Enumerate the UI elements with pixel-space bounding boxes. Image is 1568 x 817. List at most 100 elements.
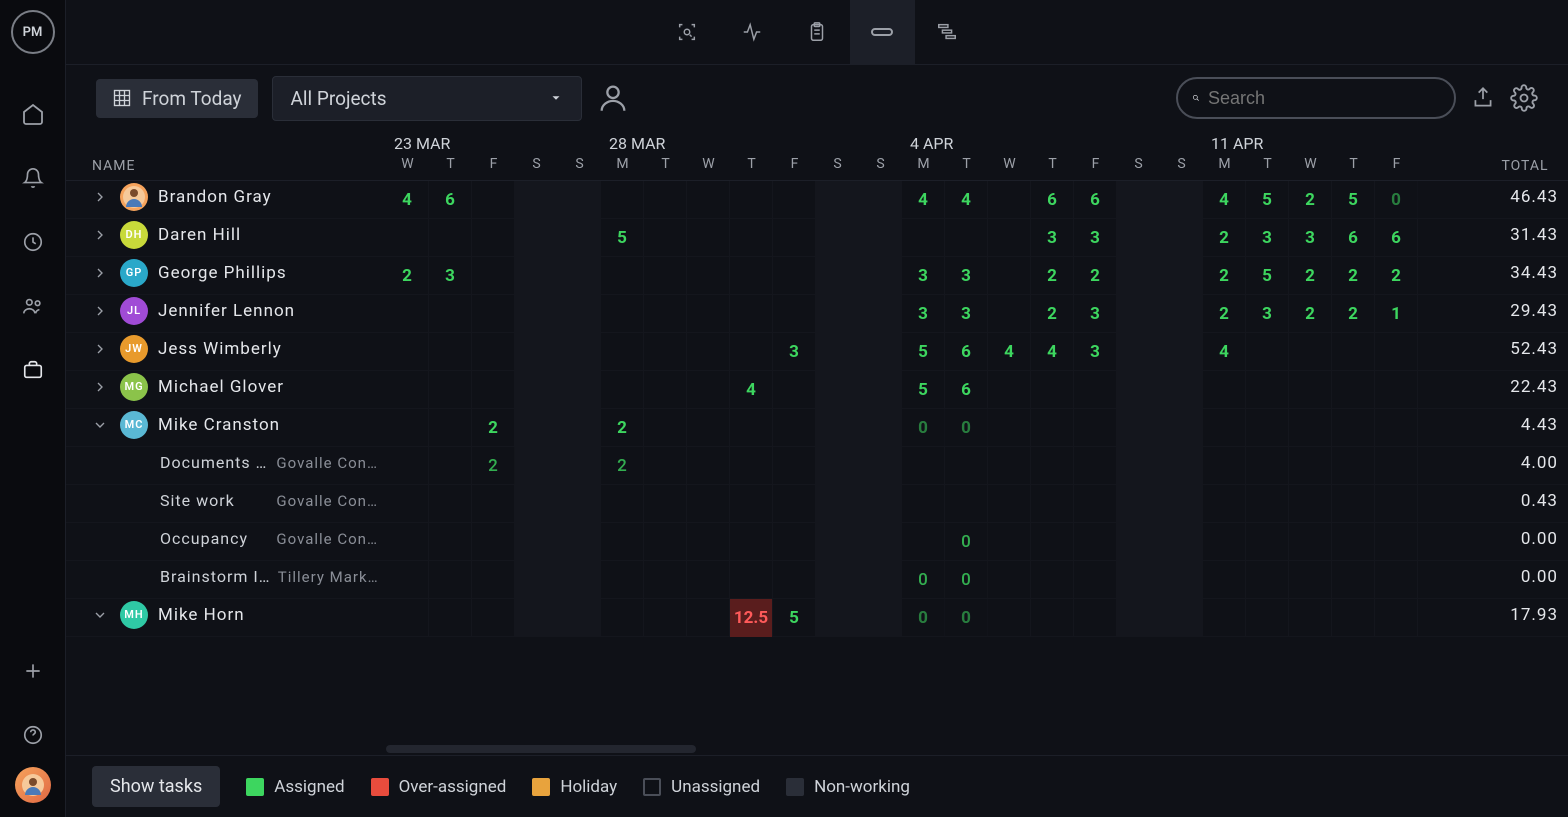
grid-cell[interactable] bbox=[386, 219, 429, 257]
grid-cell[interactable]: 6 bbox=[429, 181, 472, 219]
grid-cell[interactable] bbox=[1074, 561, 1117, 599]
person-row[interactable]: JWJess Wimberly356443452.43 bbox=[66, 333, 1568, 371]
grid-cell[interactable]: 5 bbox=[902, 371, 945, 409]
grid-cell[interactable] bbox=[730, 561, 773, 599]
grid-cell[interactable]: 4 bbox=[1031, 333, 1074, 371]
grid-cell[interactable] bbox=[472, 257, 515, 295]
grid-cell[interactable] bbox=[515, 371, 558, 409]
grid-cell[interactable] bbox=[472, 561, 515, 599]
grid-cell[interactable]: 5 bbox=[773, 599, 816, 637]
grid-cell[interactable]: 2 bbox=[472, 447, 515, 485]
grid-cell[interactable] bbox=[902, 523, 945, 561]
grid-cell[interactable]: 2 bbox=[1203, 219, 1246, 257]
grid-cell[interactable] bbox=[1203, 409, 1246, 447]
grid-cell[interactable] bbox=[1074, 447, 1117, 485]
grid-cell[interactable]: 5 bbox=[1246, 257, 1289, 295]
grid-cell[interactable] bbox=[601, 561, 644, 599]
grid-cell[interactable]: 0 bbox=[1375, 181, 1418, 219]
grid-cell[interactable] bbox=[730, 219, 773, 257]
grid-cell[interactable] bbox=[558, 257, 601, 295]
grid-cell[interactable] bbox=[859, 523, 902, 561]
grid-cell[interactable] bbox=[1160, 295, 1203, 333]
logo[interactable]: PM bbox=[11, 10, 55, 54]
horizontal-scrollbar[interactable] bbox=[386, 745, 1568, 755]
grid-cell[interactable]: 2 bbox=[472, 409, 515, 447]
grid-cell[interactable] bbox=[601, 371, 644, 409]
grid-cell[interactable]: 2 bbox=[386, 257, 429, 295]
grid-cell[interactable] bbox=[515, 599, 558, 637]
grid-cell[interactable] bbox=[1160, 447, 1203, 485]
grid-cell[interactable] bbox=[773, 181, 816, 219]
grid-cell[interactable] bbox=[1332, 371, 1375, 409]
grid-cell[interactable] bbox=[1289, 523, 1332, 561]
grid-cell[interactable] bbox=[601, 333, 644, 371]
grid-cell[interactable] bbox=[1332, 409, 1375, 447]
grid-cell[interactable] bbox=[816, 523, 859, 561]
task-row[interactable]: Brainstorm I…Tillery Mark…000.00 bbox=[66, 561, 1568, 599]
grid-cell[interactable] bbox=[1160, 485, 1203, 523]
grid-cell[interactable]: 2 bbox=[1031, 257, 1074, 295]
grid-cell[interactable] bbox=[1203, 561, 1246, 599]
grid-cell[interactable]: 4 bbox=[730, 371, 773, 409]
grid-cell[interactable] bbox=[1117, 561, 1160, 599]
grid-cell[interactable] bbox=[1117, 523, 1160, 561]
grid-cell[interactable] bbox=[1074, 485, 1117, 523]
grid-cell[interactable] bbox=[1160, 333, 1203, 371]
grid-cell[interactable] bbox=[429, 219, 472, 257]
show-tasks-button[interactable]: Show tasks bbox=[92, 766, 220, 807]
grid-cell[interactable] bbox=[1289, 333, 1332, 371]
grid-cell[interactable] bbox=[1160, 371, 1203, 409]
grid-cell[interactable] bbox=[816, 295, 859, 333]
grid-cell[interactable]: 6 bbox=[1332, 219, 1375, 257]
grid-cell[interactable] bbox=[429, 599, 472, 637]
grid-cell[interactable] bbox=[730, 181, 773, 219]
grid-cell[interactable] bbox=[386, 295, 429, 333]
grid-cell[interactable] bbox=[773, 371, 816, 409]
task-row[interactable]: Site workGovalle Con…0.43 bbox=[66, 485, 1568, 523]
grid-cell[interactable] bbox=[1246, 371, 1289, 409]
grid-cell[interactable]: 2 bbox=[1332, 295, 1375, 333]
grid-cell[interactable] bbox=[988, 447, 1031, 485]
grid-cell[interactable] bbox=[1203, 371, 1246, 409]
nav-add[interactable] bbox=[13, 651, 53, 691]
grid-cell[interactable] bbox=[601, 181, 644, 219]
grid-cell[interactable]: 3 bbox=[1246, 295, 1289, 333]
grid-cell[interactable] bbox=[386, 599, 429, 637]
person-row[interactable]: JLJennifer Lennon33232322129.43 bbox=[66, 295, 1568, 333]
grid-cell[interactable] bbox=[1375, 523, 1418, 561]
grid-cell[interactable] bbox=[515, 257, 558, 295]
grid-cell[interactable] bbox=[558, 219, 601, 257]
grid-cell[interactable]: 6 bbox=[945, 333, 988, 371]
grid-cell[interactable] bbox=[472, 295, 515, 333]
grid-cell[interactable] bbox=[472, 371, 515, 409]
grid-cell[interactable] bbox=[1031, 371, 1074, 409]
grid-cell[interactable] bbox=[945, 485, 988, 523]
grid-cell[interactable]: 2 bbox=[601, 409, 644, 447]
grid-cell[interactable]: 3 bbox=[902, 295, 945, 333]
grid-cell[interactable] bbox=[1203, 485, 1246, 523]
nav-people[interactable] bbox=[13, 286, 53, 326]
grid-cell[interactable] bbox=[1332, 561, 1375, 599]
grid-cell[interactable] bbox=[1203, 599, 1246, 637]
grid-cell[interactable] bbox=[1160, 181, 1203, 219]
grid-cell[interactable] bbox=[472, 333, 515, 371]
grid-cell[interactable] bbox=[558, 485, 601, 523]
grid-cell[interactable]: 3 bbox=[945, 295, 988, 333]
grid-cell[interactable] bbox=[988, 181, 1031, 219]
grid-cell[interactable] bbox=[773, 561, 816, 599]
grid-cell[interactable] bbox=[1031, 523, 1074, 561]
grid-cell[interactable] bbox=[386, 485, 429, 523]
grid-cell[interactable] bbox=[687, 181, 730, 219]
grid-cell[interactable] bbox=[515, 181, 558, 219]
grid-cell[interactable]: 3 bbox=[1031, 219, 1074, 257]
grid-cell[interactable] bbox=[429, 561, 472, 599]
grid-cell[interactable] bbox=[859, 371, 902, 409]
view-tab-scan[interactable] bbox=[655, 0, 720, 65]
grid-cell[interactable] bbox=[1117, 599, 1160, 637]
grid-cell[interactable] bbox=[644, 561, 687, 599]
grid-cell[interactable] bbox=[644, 371, 687, 409]
grid-cell[interactable] bbox=[859, 181, 902, 219]
person-row[interactable]: Brandon Gray4644664525046.43 bbox=[66, 181, 1568, 219]
grid-cell[interactable]: 0 bbox=[902, 409, 945, 447]
grid-cell[interactable] bbox=[601, 485, 644, 523]
